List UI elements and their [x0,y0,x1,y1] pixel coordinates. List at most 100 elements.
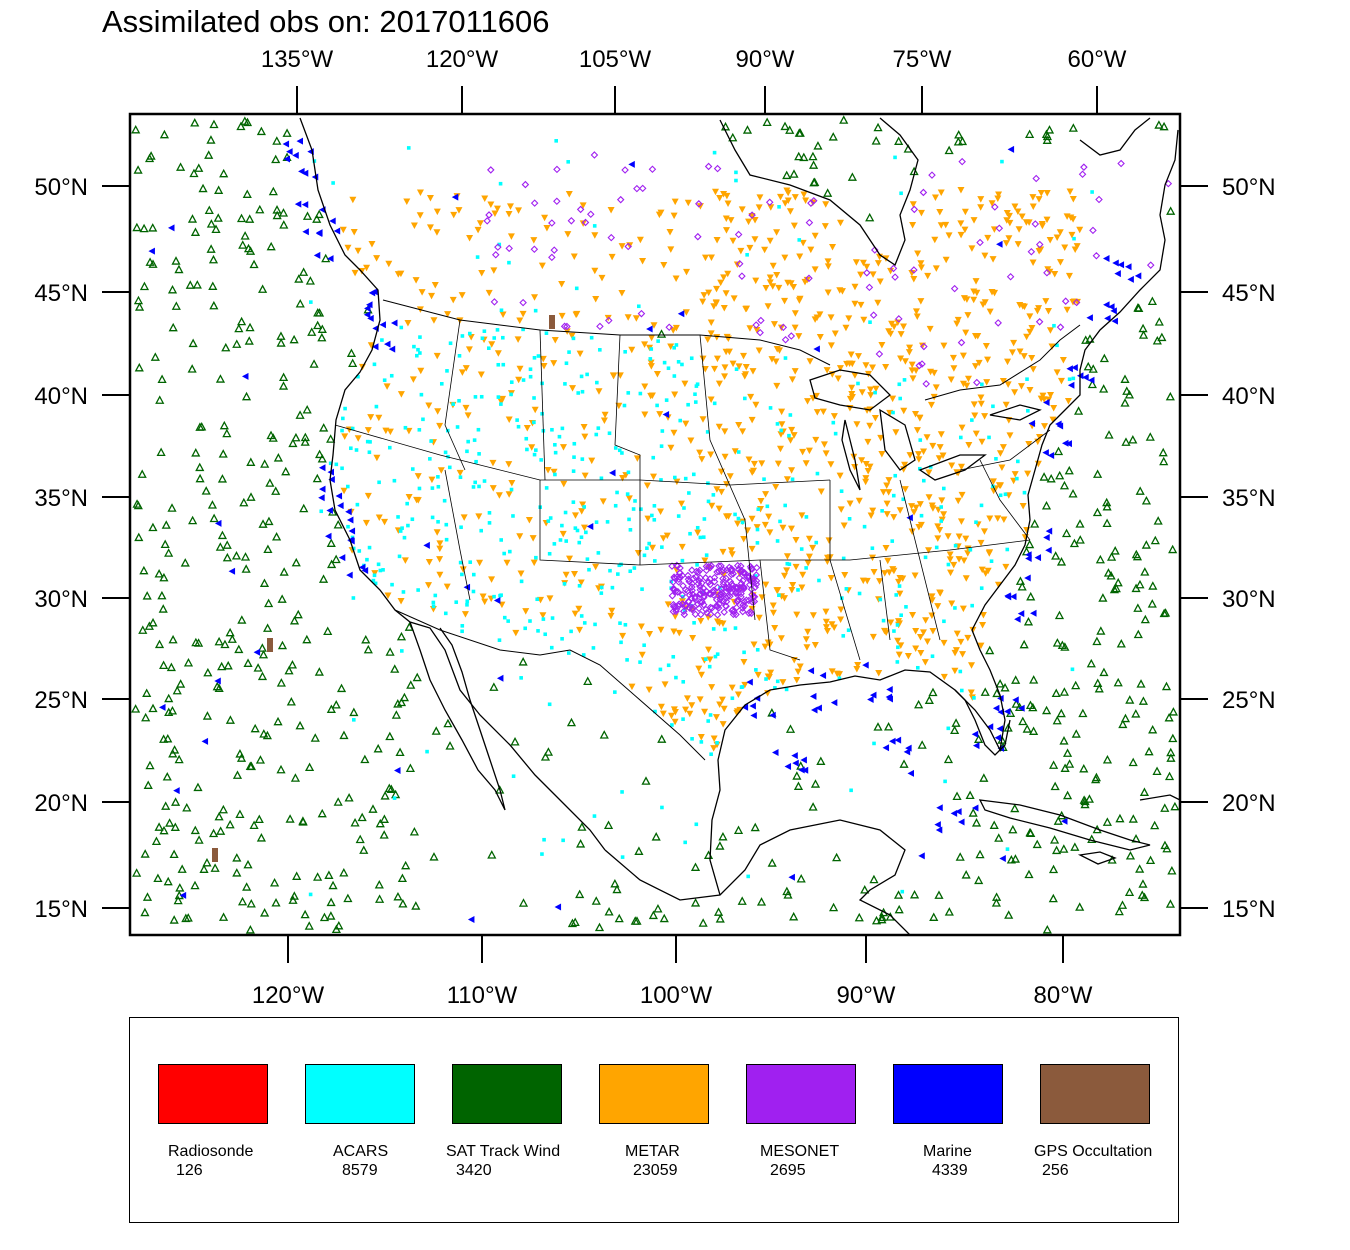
legend-label: SAT Track Wind [446,1143,561,1160]
obs-marker [390,664,400,673]
obs-marker [634,549,642,557]
obs-marker [713,654,718,659]
obs-marker [522,608,530,615]
obs-marker [502,615,507,620]
obs-marker [681,585,690,594]
obs-marker [579,202,587,209]
obs-marker [953,320,961,328]
obs-marker [1005,547,1010,552]
obs-marker [566,651,571,655]
obs-marker [616,572,620,576]
lat-label-left: 50°N [34,174,88,201]
obs-marker [377,480,381,485]
obs-marker [245,214,255,223]
obs-marker [586,523,594,531]
obs-marker [857,301,865,309]
obs-marker [1139,892,1150,902]
obs-marker [1082,373,1089,381]
obs-marker [272,210,282,220]
obs-marker [218,449,228,458]
obs-marker [841,634,846,638]
obs-marker [1135,864,1145,873]
obs-marker [651,455,656,460]
obs-marker [901,486,909,493]
obs-marker [638,660,642,664]
obs-marker [246,457,256,466]
obs-marker [530,245,539,254]
obs-marker [705,430,710,434]
obs-marker [830,699,838,707]
obs-marker [742,125,753,134]
mexico-coastline [604,819,911,935]
obs-marker [1004,358,1012,366]
obs-marker [496,674,504,682]
obs-marker [745,596,753,605]
obs-marker [1051,551,1061,560]
obs-marker [1091,774,1101,784]
obs-marker [326,507,333,515]
obs-marker [591,267,599,275]
obs-marker [561,838,565,843]
obs-marker [295,720,305,730]
obs-marker [1135,579,1145,589]
obs-marker [824,258,832,265]
obs-marker [1138,879,1148,888]
obs-marker [696,696,704,703]
obs-marker [955,852,965,861]
obs-marker [418,289,426,296]
obs-marker [491,250,500,259]
obs-marker [179,891,187,899]
obs-marker [222,540,232,549]
obs-marker [713,583,722,592]
obs-marker [734,230,743,239]
obs-marker [610,372,618,380]
obs-marker [683,695,691,702]
obs-marker [854,912,864,922]
obs-marker [737,247,745,255]
obs-marker [666,229,674,236]
obs-marker [828,132,838,141]
obs-marker [827,342,835,349]
obs-marker [950,561,958,569]
obs-marker [915,361,924,370]
obs-marker [928,597,936,604]
obs-marker [716,194,724,202]
legend-swatch [893,1064,1003,1124]
legend-label: GPS Occultation [1034,1143,1153,1160]
obs-marker [341,433,349,440]
obs-marker [799,239,807,247]
obs-marker [318,574,329,583]
obs-marker [503,559,511,567]
obs-marker [198,183,208,193]
obs-marker [389,373,394,378]
obs-marker [871,136,881,145]
obs-marker [878,342,886,349]
obs-marker [820,441,828,448]
obs-marker [772,484,780,491]
obs-marker [260,908,270,917]
obs-marker [194,835,204,844]
obs-marker [740,659,748,666]
obs-marker [1102,518,1112,528]
obs-marker [246,899,256,908]
obs-marker [817,488,825,496]
obs-marker [550,427,554,432]
obs-marker [548,253,556,262]
obs-marker [1068,489,1078,498]
obs-marker [575,889,585,899]
obs-marker [915,665,920,670]
obs-marker [995,224,1004,233]
obs-marker [944,907,954,916]
obs-marker [822,201,830,208]
obs-marker [1122,386,1132,395]
obs-marker [733,597,742,606]
obs-marker [382,427,390,435]
obs-marker [712,595,721,604]
obs-marker [651,832,661,841]
obs-marker [784,687,789,692]
obs-marker [969,626,977,634]
obs-marker [344,793,354,802]
obs-marker [245,322,255,332]
obs-marker [653,371,661,378]
obs-marker [809,612,817,619]
